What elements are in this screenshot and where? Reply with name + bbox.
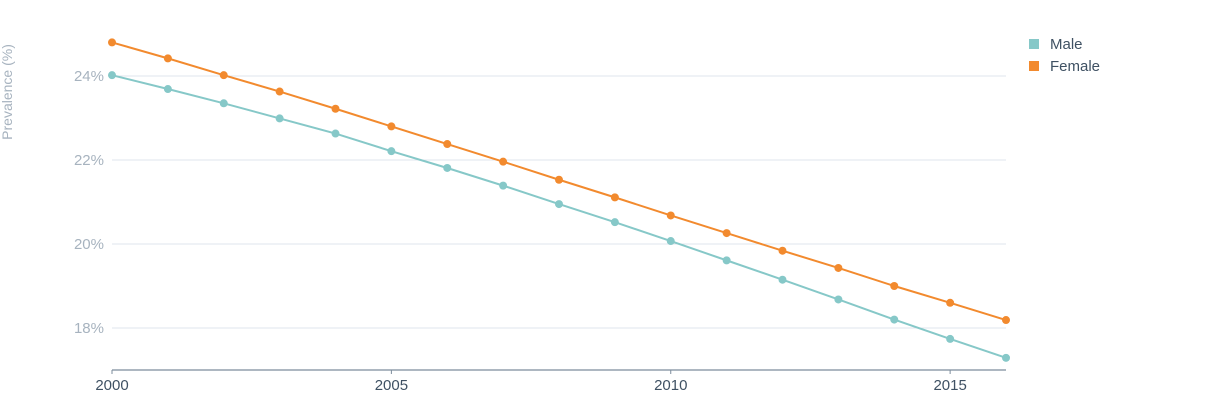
data-point-female <box>163 54 172 63</box>
legend: Male Female <box>1029 33 1100 77</box>
y-tick-label: 24% <box>74 68 104 85</box>
data-point-male <box>275 114 284 123</box>
y-tick-label: 18% <box>74 320 104 337</box>
y-tick-label: 20% <box>74 236 104 253</box>
series-plot-area <box>108 38 1010 362</box>
legend-item-male[interactable]: Male <box>1029 33 1100 55</box>
data-point-male <box>499 181 508 190</box>
data-point-male <box>890 315 899 324</box>
data-point-female <box>387 122 396 131</box>
data-point-male <box>778 275 787 284</box>
data-point-male <box>722 256 731 265</box>
data-point-female <box>946 298 955 307</box>
data-point-female <box>108 38 116 47</box>
x-tick-label: 2010 <box>654 377 687 394</box>
x-tick-label: 2015 <box>933 377 966 394</box>
data-point-male <box>219 99 228 108</box>
data-point-female <box>499 157 508 166</box>
data-point-female <box>219 71 228 80</box>
series-line-male <box>111 74 1007 359</box>
data-point-female <box>834 263 843 272</box>
data-point-male <box>443 163 452 172</box>
legend-swatch <box>1029 39 1039 49</box>
gridlines <box>112 75 1006 329</box>
data-point-female <box>1002 316 1010 325</box>
y-tick-label: 22% <box>74 152 104 169</box>
y-axis-label: Prevalence (%) <box>0 44 15 140</box>
data-point-male <box>331 129 340 138</box>
data-point-female <box>331 104 340 113</box>
x-tick-label: 2000 <box>95 377 128 394</box>
data-point-male <box>108 71 116 80</box>
data-point-male <box>666 237 675 246</box>
data-point-female <box>443 140 452 149</box>
data-point-male <box>163 85 172 94</box>
data-point-male <box>555 200 563 209</box>
data-point-female <box>555 175 563 184</box>
legend-swatch <box>1029 61 1039 71</box>
legend-item-female[interactable]: Female <box>1029 55 1100 77</box>
data-point-male <box>1002 353 1010 362</box>
data-point-male <box>387 147 396 156</box>
series-female <box>108 38 1010 325</box>
data-point-female <box>275 87 284 96</box>
series-male <box>108 71 1010 362</box>
data-point-female <box>722 229 731 238</box>
data-point-male <box>946 334 955 343</box>
data-point-male <box>834 295 843 304</box>
data-point-female <box>778 246 787 255</box>
x-tick-label: 2005 <box>375 377 408 394</box>
data-point-female <box>890 282 899 290</box>
data-point-female <box>666 211 675 220</box>
axes: 18% 20% 22% 24% 2000 2005 2010 2015 <box>74 68 1006 394</box>
legend-label: Male <box>1050 35 1083 53</box>
data-point-female <box>610 193 619 202</box>
legend-label: Female <box>1050 57 1101 75</box>
data-point-male <box>610 218 619 227</box>
